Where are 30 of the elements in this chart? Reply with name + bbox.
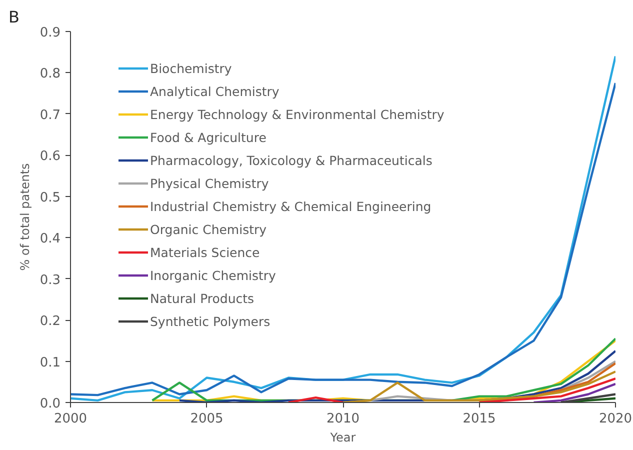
x-tick-label: 2005	[190, 412, 224, 426]
y-tick-label: 0.6	[40, 149, 61, 164]
y-tick-label: 0.1	[40, 355, 61, 370]
y-tick-label: 0.7	[40, 108, 61, 123]
legend-label: Pharmacology, Toxicology & Pharmaceuticals	[150, 152, 432, 169]
y-tick-label: 0.2	[40, 314, 61, 330]
y-tick-label: 0.4	[40, 232, 61, 247]
legend-label: Food & Agriculture	[150, 128, 266, 146]
text: B	[8, 8, 20, 26]
x-tick-label: 2010	[326, 412, 360, 426]
legend-label: Energy Technology & Environmental Chemistry	[150, 106, 444, 123]
x-tick-label: 2000	[54, 412, 88, 426]
legend-label: Inorganic Chemistry	[150, 266, 276, 284]
x-axis-title: Year	[329, 430, 356, 444]
legend-label: Organic Chemistry	[150, 220, 267, 238]
y-tick-label: 0.3	[40, 272, 61, 288]
y-tick-label: 0.8	[40, 66, 61, 82]
legend-label: Industrial Chemistry & Chemical Engineering	[150, 198, 432, 215]
x-tick-label: 2015	[462, 412, 496, 426]
y-tick-label: 0.9	[40, 26, 61, 40]
legend-label: Biochemistry	[150, 60, 232, 77]
legend-label: Physical Chemistry	[150, 174, 269, 192]
legend-label: Materials Science	[150, 244, 260, 261]
y-axis-title: % of total patents	[18, 163, 32, 271]
y-tick-label: 0.0	[40, 396, 61, 412]
x-tick-label: 2020	[598, 412, 632, 426]
legend-label: Analytical Chemistry	[150, 82, 280, 100]
legend-label: Natural Products	[150, 290, 254, 307]
y-tick-label: 0.5	[40, 190, 61, 206]
legend-label: Synthetic Polymers	[150, 312, 270, 330]
